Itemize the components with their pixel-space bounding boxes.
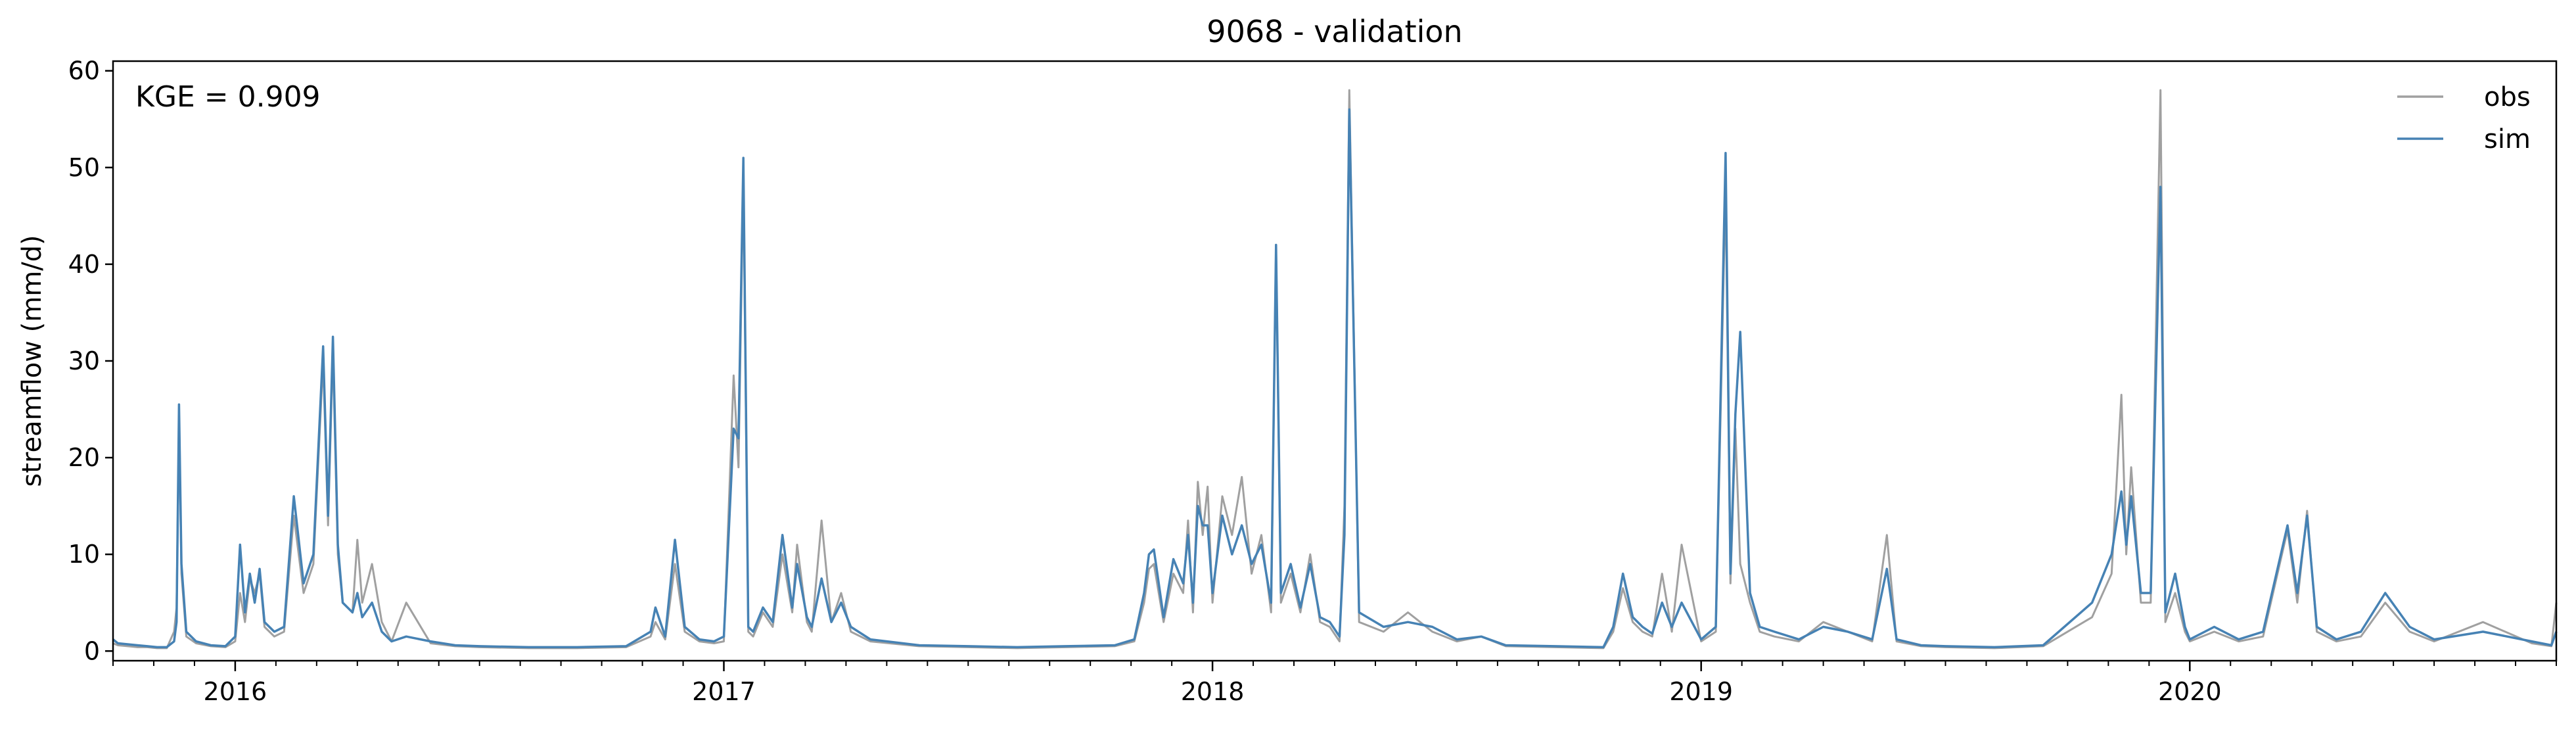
y-tick-label: 40	[68, 250, 100, 279]
chart-title: 9068 - validation	[1207, 14, 1462, 49]
legend-obs-label: obs	[2484, 82, 2531, 112]
legend: obs sim	[2397, 82, 2531, 154]
x-tick-label: 2018	[1181, 677, 1245, 706]
y-tick-label: 10	[68, 540, 100, 569]
y-tick-label: 0	[84, 636, 100, 665]
y-axis-label: streamflow (mm/d)	[17, 235, 47, 486]
x-tick-label: 2017	[692, 677, 756, 706]
y-tick-label: 20	[68, 443, 100, 472]
x-axis: 2016 2017 2018 2019 2020	[112, 661, 2557, 706]
y-tick-label: 50	[68, 153, 100, 182]
y-tick-label: 60	[68, 57, 100, 85]
x-tick-label: 2020	[2158, 677, 2222, 706]
series-layer	[112, 89, 2558, 650]
legend-sim-label: sim	[2484, 124, 2531, 154]
y-tick-label: 30	[68, 346, 100, 375]
series-line-sim	[112, 108, 2558, 649]
kge-annotation: KGE = 0.909	[135, 80, 321, 114]
x-tick-label: 2019	[1669, 677, 1733, 706]
x-tick-label: 2016	[204, 677, 267, 706]
y-axis: 0 10 20 30 40 50 60	[68, 57, 113, 665]
